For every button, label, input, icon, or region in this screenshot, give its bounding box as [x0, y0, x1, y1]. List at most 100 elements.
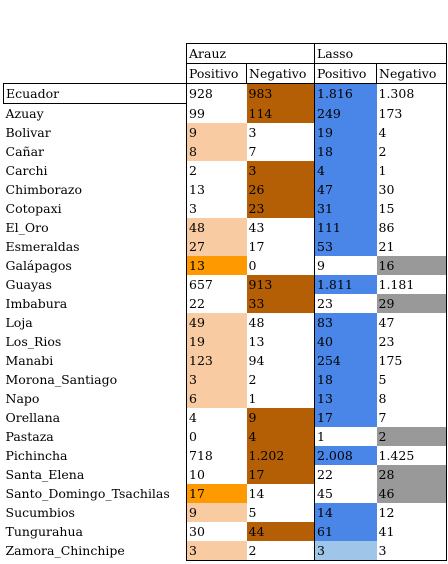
cell-arauz-negativo: 913: [246, 275, 315, 294]
cell-lasso-negativo: 8: [376, 389, 447, 408]
table-row: Chimborazo 13 26 47 30: [4, 180, 447, 199]
cell-lasso-positivo: 61: [314, 522, 377, 541]
cell-arauz-positivo: 8: [186, 142, 247, 161]
cell-lasso-negativo: 21: [376, 237, 447, 256]
cell-lasso-negativo: 1.425: [376, 446, 447, 465]
province-name: Orellana: [5, 410, 61, 425]
cell-lasso-negativo: 12: [376, 503, 447, 522]
cell-lasso-positivo: 1: [314, 427, 377, 446]
province-name: El_Oro: [5, 220, 49, 235]
province-name: Sucumbios: [5, 505, 75, 520]
cell-arauz-negativo: 26: [246, 180, 315, 199]
header-arauz-negativo: Negativo: [246, 63, 315, 84]
cell-arauz-negativo: 2: [248, 372, 257, 387]
cell-lasso-negativo: 41: [376, 522, 447, 541]
header-arauz-positivo: Positivo: [186, 63, 247, 84]
table-row: Bolivar 9 3 19 4: [4, 123, 447, 142]
cell-arauz-positivo: 123: [186, 351, 247, 370]
province-name: Pastaza: [5, 429, 54, 444]
table-row: Azuay 99 114 249 173: [4, 103, 447, 123]
cell-arauz-negativo: 17: [246, 465, 315, 484]
province-name: Imbabura: [5, 296, 68, 311]
sub-header-row: Positivo Negativo Positivo Negativo: [4, 63, 447, 84]
cell-arauz-positivo: 0: [186, 427, 247, 446]
cell-lasso-negativo: 5: [376, 370, 447, 389]
cell-arauz-positivo: 718: [186, 446, 247, 465]
cell-lasso-positivo: 23: [314, 294, 377, 313]
cell-arauz-negativo: 23: [246, 199, 315, 218]
table-row: Tungurahua 30 44 61 41: [4, 522, 447, 541]
province-name: Carchi: [5, 163, 48, 178]
cell-arauz-positivo: 2: [186, 161, 247, 180]
cell-lasso-positivo: 45: [314, 484, 377, 503]
cell-lasso-positivo: 9: [314, 256, 377, 275]
cell-lasso-positivo: 1.816: [314, 83, 377, 104]
cell-lasso-negativo: 15: [376, 199, 447, 218]
cell-arauz-negativo: 13: [248, 334, 265, 349]
cell-lasso-positivo: 18: [314, 370, 377, 389]
cell-arauz-positivo: 4: [186, 408, 247, 427]
province-name: Ecuador: [3, 83, 187, 104]
cell-arauz-positivo: 9: [186, 123, 247, 142]
province-name: Loja: [5, 315, 33, 330]
cell-lasso-positivo: 14: [314, 503, 377, 522]
cell-lasso-negativo: 7: [376, 408, 447, 427]
province-name: Zamora_Chinchipe: [5, 543, 125, 559]
cell-arauz-positivo: 13: [186, 180, 247, 199]
cell-arauz-positivo: 6: [186, 389, 247, 408]
table-row: Santo_Domingo_Tsachilas 17 14 45 46: [4, 484, 447, 503]
cell-lasso-positivo: 53: [314, 237, 377, 256]
table-row: Ecuador 928 983 1.816 1.308: [3, 83, 447, 104]
table-row: Orellana 4 9 17 7: [4, 408, 447, 427]
cell-arauz-negativo: 3: [248, 125, 257, 140]
cell-arauz-negativo: 5: [248, 505, 257, 520]
cell-lasso-positivo: 40: [314, 332, 377, 351]
table-row: Sucumbios 9 5 14 12: [4, 503, 447, 522]
cell-arauz-negativo: 43: [248, 220, 265, 235]
cell-lasso-negativo: 28: [376, 465, 447, 484]
table-row: Carchi 2 3 4 1: [4, 161, 447, 180]
cell-arauz-negativo: 48: [248, 315, 265, 330]
cell-arauz-negativo: 33: [246, 294, 315, 313]
province-name: Galápagos: [5, 258, 72, 273]
cell-lasso-positivo: 13: [314, 389, 377, 408]
cell-arauz-negativo: 1: [248, 391, 257, 406]
cell-lasso-positivo: 249: [314, 103, 377, 123]
province-name: Chimborazo: [5, 182, 83, 197]
cell-lasso-negativo: 30: [376, 180, 447, 199]
table-row: Cañar 8 7 18 2: [4, 142, 447, 161]
table-row: Galápagos 13 0 9 16: [4, 256, 447, 275]
province-name: Napo: [5, 391, 40, 406]
cell-arauz-positivo: 3: [186, 199, 247, 218]
cell-arauz-positivo: 10: [186, 465, 247, 484]
cell-lasso-negativo: 46: [376, 484, 447, 503]
province-name: Esmeraldas: [5, 239, 80, 254]
cell-lasso-negativo: 173: [376, 103, 447, 123]
table-row: Imbabura 22 33 23 29: [4, 294, 447, 313]
header-lasso-positivo: Positivo: [314, 63, 377, 84]
cell-arauz-negativo: 14: [248, 486, 265, 501]
table-row: Pichincha 718 1.202 2.008 1.425: [4, 446, 447, 465]
cell-arauz-positivo: 657: [186, 275, 247, 294]
sentiment-table: Arauz Lasso Positivo Negativo Positivo N…: [3, 43, 447, 561]
group-header-row: Arauz Lasso: [4, 43, 447, 64]
cell-arauz-negativo: 7: [248, 144, 257, 159]
cell-arauz-positivo: 3: [186, 370, 247, 389]
cell-arauz-positivo: 13: [186, 256, 247, 275]
cell-lasso-negativo: 4: [376, 123, 447, 142]
table-row: Santa_Elena 10 17 22 28: [4, 465, 447, 484]
cell-arauz-negativo: 4: [246, 427, 315, 446]
header-lasso: Lasso: [314, 43, 447, 64]
province-name: Pichincha: [5, 448, 68, 463]
cell-lasso-positivo: 17: [314, 408, 377, 427]
cell-arauz-negativo: 17: [248, 239, 265, 254]
cell-lasso-negativo: 86: [376, 218, 447, 237]
cell-lasso-negativo: 1.308: [376, 83, 447, 104]
cell-arauz-negativo: 0: [248, 258, 257, 273]
table-row: El_Oro 48 43 111 86: [4, 218, 447, 237]
province-name: Los_Rios: [5, 334, 62, 349]
table-row: Manabi 123 94 254 175: [4, 351, 447, 370]
cell-lasso-positivo: 3: [314, 541, 377, 561]
cell-arauz-negativo: 983: [246, 83, 315, 104]
table-row: Morona_Santiago 3 2 18 5: [4, 370, 447, 389]
